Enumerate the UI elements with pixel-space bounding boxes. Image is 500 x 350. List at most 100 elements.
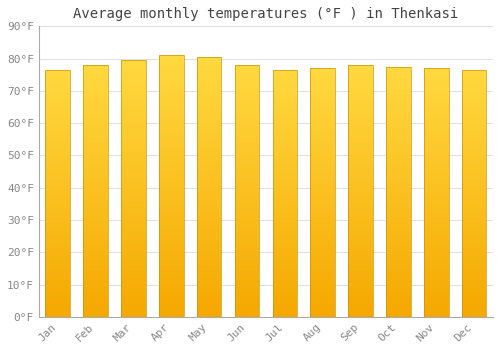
Bar bbox=[84, 100, 108, 103]
Bar bbox=[310, 133, 335, 135]
Bar bbox=[272, 114, 297, 117]
Bar bbox=[197, 262, 222, 265]
Bar bbox=[197, 288, 222, 291]
Bar bbox=[197, 75, 222, 78]
Bar bbox=[46, 80, 70, 82]
Bar bbox=[462, 92, 486, 94]
Bar bbox=[197, 270, 222, 273]
Bar bbox=[462, 302, 486, 304]
Bar bbox=[348, 276, 373, 279]
Bar bbox=[424, 250, 448, 252]
Bar bbox=[424, 91, 448, 93]
Bar bbox=[386, 262, 410, 264]
Bar bbox=[310, 287, 335, 289]
Bar bbox=[310, 270, 335, 272]
Bar bbox=[159, 123, 184, 126]
Bar bbox=[272, 193, 297, 196]
Bar bbox=[46, 112, 70, 114]
Bar bbox=[272, 270, 297, 272]
Bar bbox=[462, 186, 486, 188]
Bar bbox=[46, 304, 70, 307]
Bar bbox=[348, 78, 373, 80]
Bar bbox=[386, 289, 410, 292]
Bar bbox=[234, 141, 260, 143]
Bar bbox=[121, 178, 146, 181]
Bar bbox=[46, 129, 70, 132]
Bar bbox=[310, 217, 335, 220]
Bar bbox=[462, 141, 486, 144]
Bar bbox=[386, 219, 410, 222]
Bar bbox=[197, 244, 222, 247]
Bar bbox=[310, 247, 335, 250]
Bar bbox=[121, 101, 146, 104]
Bar bbox=[84, 78, 108, 80]
Bar bbox=[310, 292, 335, 294]
Bar bbox=[121, 237, 146, 240]
Bar bbox=[272, 107, 297, 109]
Bar bbox=[348, 196, 373, 198]
Bar bbox=[272, 198, 297, 201]
Bar bbox=[121, 201, 146, 204]
Bar bbox=[462, 233, 486, 235]
Bar bbox=[348, 100, 373, 103]
Bar bbox=[310, 128, 335, 131]
Bar bbox=[462, 277, 486, 280]
Bar bbox=[386, 82, 410, 84]
Bar bbox=[348, 254, 373, 256]
Bar bbox=[159, 55, 184, 317]
Bar bbox=[121, 281, 146, 284]
Bar bbox=[310, 188, 335, 190]
Bar bbox=[310, 113, 335, 116]
Bar bbox=[348, 294, 373, 297]
Bar bbox=[424, 314, 448, 317]
Bar bbox=[159, 278, 184, 280]
Bar bbox=[84, 113, 108, 116]
Bar bbox=[159, 84, 184, 87]
Bar bbox=[234, 181, 260, 183]
Bar bbox=[159, 280, 184, 283]
Bar bbox=[46, 253, 70, 255]
Bar bbox=[84, 148, 108, 150]
Bar bbox=[462, 164, 486, 166]
Bar bbox=[386, 242, 410, 244]
Bar bbox=[310, 257, 335, 260]
Bar bbox=[462, 225, 486, 228]
Bar bbox=[84, 194, 108, 196]
Bar bbox=[46, 258, 70, 260]
Bar bbox=[348, 219, 373, 221]
Bar bbox=[424, 133, 448, 135]
Bar bbox=[121, 104, 146, 106]
Bar bbox=[348, 304, 373, 307]
Bar bbox=[272, 258, 297, 260]
Bar bbox=[462, 304, 486, 307]
Bar bbox=[424, 262, 448, 265]
Bar bbox=[310, 150, 335, 153]
Bar bbox=[84, 123, 108, 125]
Bar bbox=[386, 89, 410, 92]
Bar bbox=[121, 307, 146, 309]
Bar bbox=[462, 144, 486, 146]
Bar bbox=[424, 98, 448, 100]
Bar bbox=[234, 256, 260, 259]
Bar bbox=[159, 68, 184, 71]
Bar bbox=[272, 211, 297, 213]
Bar bbox=[462, 270, 486, 272]
Bar bbox=[272, 129, 297, 132]
Bar bbox=[348, 266, 373, 269]
Bar bbox=[159, 225, 184, 228]
Bar bbox=[197, 127, 222, 130]
Bar bbox=[197, 106, 222, 109]
Bar bbox=[424, 302, 448, 304]
Bar bbox=[272, 267, 297, 270]
Bar bbox=[121, 288, 146, 291]
Bar bbox=[462, 122, 486, 124]
Bar bbox=[386, 274, 410, 277]
Bar bbox=[46, 119, 70, 122]
Bar bbox=[310, 93, 335, 96]
Bar bbox=[272, 302, 297, 304]
Bar bbox=[84, 176, 108, 178]
Bar bbox=[462, 188, 486, 191]
Bar bbox=[46, 107, 70, 109]
Bar bbox=[197, 249, 222, 252]
Bar bbox=[424, 294, 448, 297]
